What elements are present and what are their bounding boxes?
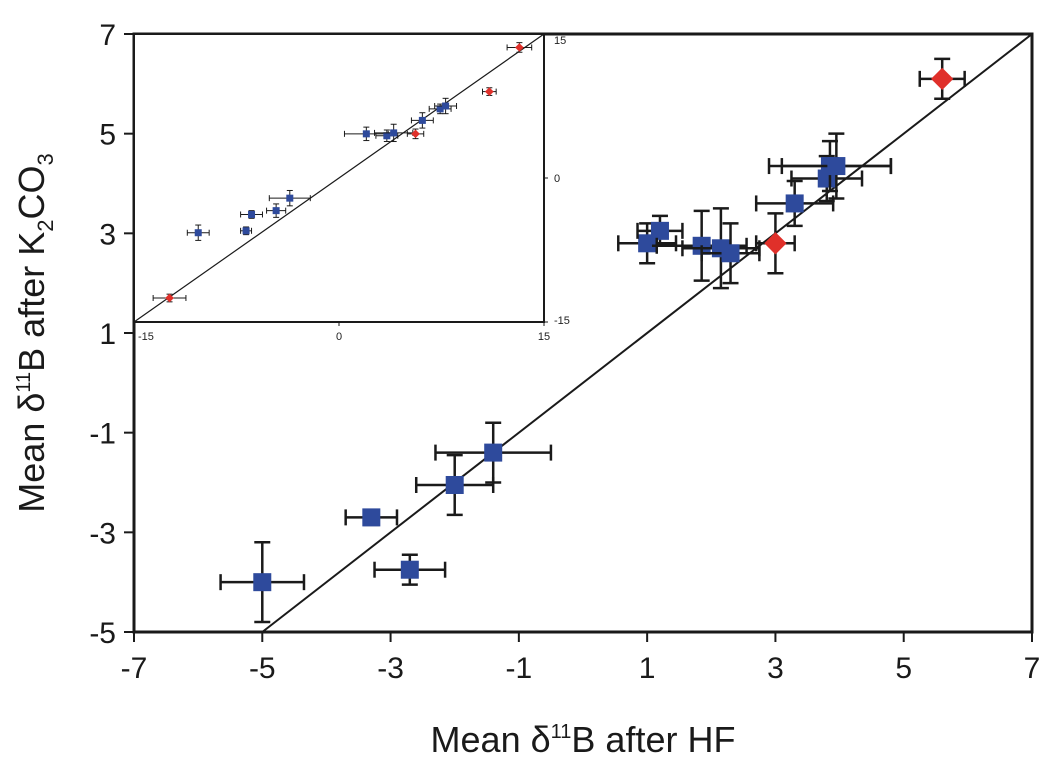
inset-point [506, 42, 533, 53]
main-square-marker [650, 221, 669, 240]
main-point [918, 57, 966, 101]
main-square-marker [484, 443, 503, 462]
main-point [780, 132, 893, 200]
main-square-marker [721, 244, 740, 263]
inset-x-tick-label: 0 [336, 331, 342, 343]
x-tick-label: -1 [506, 652, 533, 685]
main-square-marker [785, 194, 804, 213]
inset-square-marker [248, 210, 256, 218]
inset-square-marker [418, 116, 426, 124]
inset-diamond-marker [484, 87, 494, 96]
inset-point [152, 293, 187, 303]
inset-point [434, 97, 458, 115]
main-point [434, 421, 553, 484]
inset-square-marker [272, 207, 280, 215]
y-axis-title-mid: B after K [11, 232, 52, 372]
y-axis-title: Mean δ11B after K2CO3 [11, 153, 58, 512]
x-axis-title-suffix: B after HF [571, 719, 735, 760]
x-tick-label: 3 [767, 652, 784, 685]
y-tick-label: 3 [99, 218, 116, 251]
inset-y-tick-label: -15 [554, 315, 570, 327]
y-tick-label: -1 [89, 418, 116, 451]
x-axis-title-sup: 11 [551, 721, 572, 743]
y-tick-label: 1 [99, 318, 116, 351]
inset-x-tick-label: 15 [538, 331, 550, 343]
inset-points-group [152, 42, 533, 303]
main-point [636, 214, 684, 248]
main-point [754, 212, 796, 275]
main-point [373, 553, 447, 586]
y-tick-label: -3 [89, 517, 116, 550]
main-square-marker [445, 475, 464, 494]
x-tick-label: 5 [895, 652, 912, 685]
x-tick-label: -7 [121, 652, 148, 685]
y-axis-title-sup: 11 [13, 372, 35, 393]
x-axis-title: Mean δ11B after HF [431, 719, 736, 760]
main-diamond-marker [931, 67, 954, 91]
y-tick-label: 7 [99, 19, 116, 52]
inset-point [410, 112, 434, 129]
main-square-marker [253, 573, 272, 592]
inset-diamond-marker [165, 293, 174, 303]
inset-axis-ticks-group: -15 0 15 15 0 -15 [133, 33, 570, 343]
inset-point [374, 123, 414, 143]
inset-point [240, 210, 263, 219]
inset-point [482, 87, 497, 96]
inset-square-marker [362, 130, 370, 138]
main-reference-line-group [261, 33, 1033, 633]
inset-square-marker [383, 132, 391, 140]
inset-square-marker [436, 105, 444, 113]
inset-diamond-marker [411, 129, 420, 139]
inset-square-marker [390, 129, 398, 137]
main-point [344, 508, 399, 527]
inset-point [268, 189, 311, 207]
inset-square-marker [194, 229, 202, 237]
main-diamond-marker [764, 232, 787, 255]
inset-square-marker [242, 227, 250, 235]
main-point [414, 453, 495, 517]
inset-diamond-marker [515, 43, 524, 52]
y-axis-title-mid2: CO [11, 166, 52, 220]
inset-square-marker [442, 102, 450, 110]
inset-y-tick-label: 15 [554, 35, 566, 47]
x-tick-label: 1 [639, 652, 656, 685]
y-tick-label: 5 [99, 119, 116, 152]
inset-reference-line-group [133, 33, 545, 323]
main-point [219, 541, 306, 624]
main-reference-line [261, 33, 1033, 633]
inset-reference-line [133, 33, 545, 323]
y-axis-title-prefix: Mean δ [11, 393, 52, 513]
inset-square-marker [286, 194, 294, 202]
main-points-group [219, 57, 966, 624]
main-point [754, 179, 835, 228]
main-square-marker [827, 157, 846, 176]
inset-point [406, 128, 425, 140]
y-axis-title-sub1: 2 [33, 220, 58, 232]
x-axis-title-prefix: Mean δ [431, 719, 551, 760]
inset-x-tick-label: -15 [138, 331, 154, 343]
y-tick-label: -5 [89, 617, 116, 650]
x-tick-label: 7 [1024, 652, 1041, 685]
x-tick-label: -5 [249, 652, 276, 685]
inset-point [186, 224, 210, 241]
inset-point [266, 203, 287, 218]
inset-y-tick-label: 0 [554, 173, 560, 185]
main-square-marker [362, 508, 381, 527]
main-point [700, 222, 761, 285]
inset-point [240, 226, 253, 236]
main-point [681, 207, 761, 290]
x-tick-label: -3 [377, 652, 404, 685]
y-axis-title-sub2: 3 [33, 153, 58, 165]
main-square-marker [400, 560, 419, 579]
